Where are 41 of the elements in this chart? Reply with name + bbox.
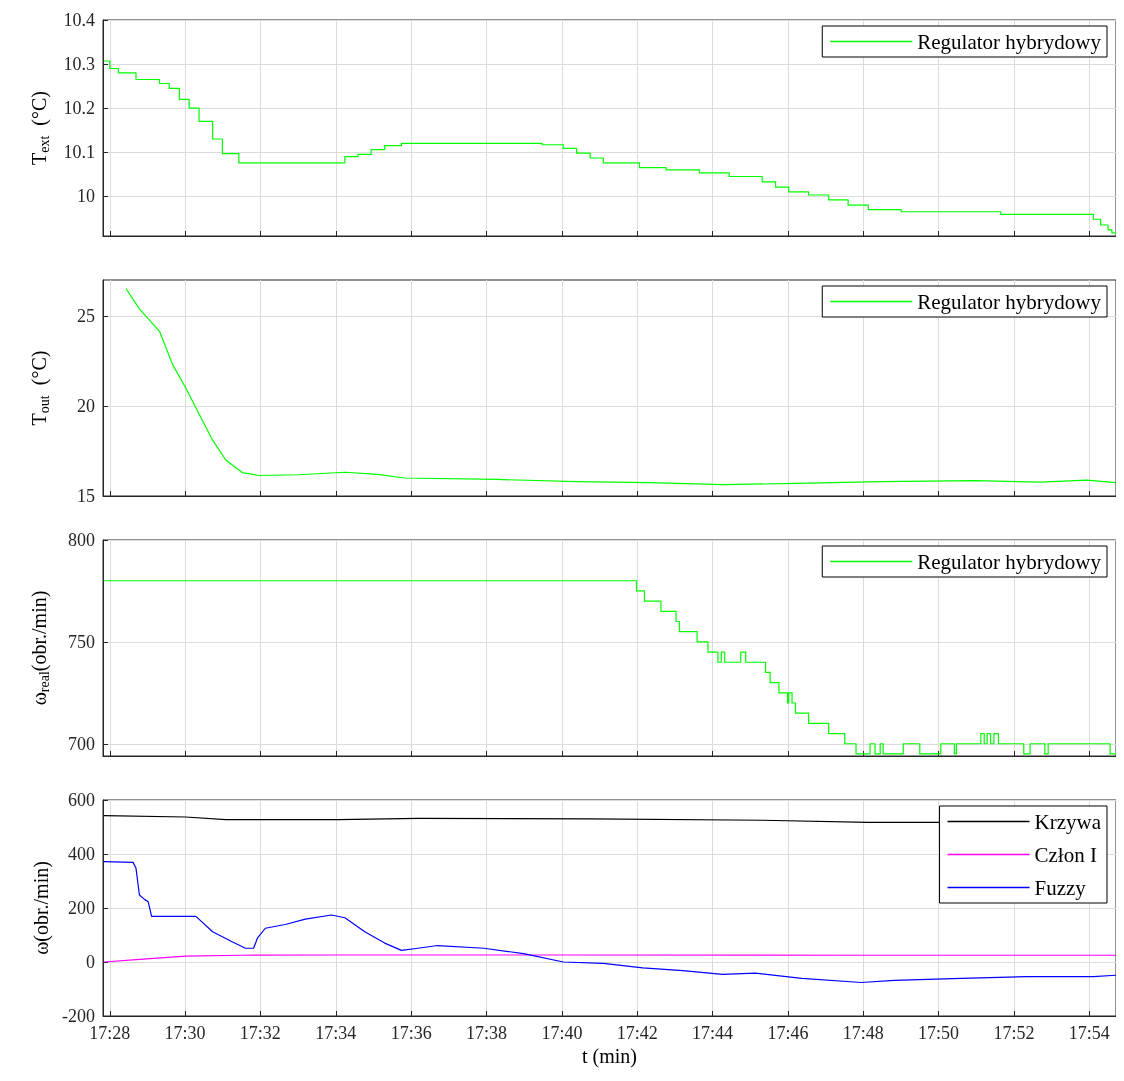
y-tick-label: 800 xyxy=(68,530,95,550)
y-tick-label: 25 xyxy=(77,306,95,326)
y-axis-title: Tout (°C) xyxy=(28,350,52,426)
y-tick-label: 20 xyxy=(77,396,95,416)
x-axis-title: t (min) xyxy=(582,1045,637,1068)
x-tick-label: 17:30 xyxy=(164,1023,206,1043)
y-tick-label: 700 xyxy=(68,733,95,754)
legend-label: Fuzzy xyxy=(1034,875,1087,900)
x-tick-label: 17:36 xyxy=(390,1023,432,1043)
y-tick-label: 200 xyxy=(68,898,95,918)
x-tick-label: 17:28 xyxy=(89,1023,131,1043)
y-axis-title: ω(obr./min) xyxy=(30,861,53,955)
x-tick-label: 17:48 xyxy=(842,1023,884,1043)
y-tick-label: 15 xyxy=(77,486,95,506)
y-tick-label: 10.2 xyxy=(63,98,95,119)
x-tick-label: 17:46 xyxy=(767,1023,809,1043)
y-axis-title: ωreal(obr./min) xyxy=(28,590,52,706)
x-tick-label: 17:54 xyxy=(1068,1023,1110,1043)
x-tick-label: 17:32 xyxy=(239,1023,281,1043)
y-tick-label: 10.3 xyxy=(63,54,95,75)
y-axis-title: Text (°C) xyxy=(28,91,52,165)
x-tick-label: 17:50 xyxy=(918,1023,960,1043)
y-tick-label: 600 xyxy=(68,790,95,810)
y-tick-label: 10.1 xyxy=(63,142,95,163)
y-tick-label: 10.4 xyxy=(63,10,95,30)
x-tick-label: 17:40 xyxy=(541,1023,583,1043)
y-tick-label: 750 xyxy=(68,631,95,652)
y-tick-label: 400 xyxy=(68,844,95,864)
legend-label: Regulator hybrydowy xyxy=(917,549,1102,574)
y-tick-label: 10 xyxy=(77,186,95,207)
legend-label: Krzywa xyxy=(1034,809,1102,834)
y-tick-label: 0 xyxy=(86,952,95,972)
x-tick-label: 17:52 xyxy=(993,1023,1035,1043)
y-tick-label: -200 xyxy=(62,1006,95,1026)
x-tick-label: 17:38 xyxy=(465,1023,507,1043)
legend-label: Regulator hybrydowy xyxy=(917,289,1102,314)
x-tick-label: 17:44 xyxy=(691,1023,733,1043)
x-tick-label: 17:42 xyxy=(616,1023,658,1043)
x-tick-label: 17:34 xyxy=(315,1023,357,1043)
legend-label: Regulator hybrydowy xyxy=(917,29,1102,54)
legend-label: Człon I xyxy=(1034,842,1097,867)
